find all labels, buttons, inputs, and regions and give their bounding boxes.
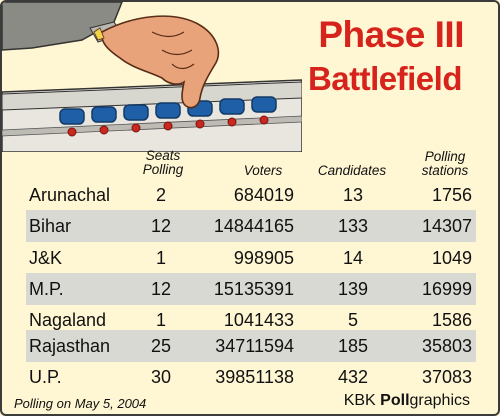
cell-polling-stations: 16999: [421, 279, 472, 299]
cell-polling-stations: 35803: [421, 336, 472, 356]
cell-polling-stations: 37083: [421, 367, 472, 387]
cell-polling-stations: 1586: [431, 310, 472, 330]
cell-state: Arunachal: [29, 185, 111, 205]
cell-seats: 30: [150, 367, 172, 387]
cell-candidates: 139: [337, 279, 369, 299]
cell-state: M.P.: [29, 279, 64, 299]
cell-candidates: 432: [337, 367, 369, 387]
table-row: Rajasthan 25 34711594 185 35803: [26, 330, 476, 362]
credit-prefix: KBK: [343, 392, 381, 409]
cell-seats: 2: [155, 185, 166, 205]
cell-voters: 998905: [233, 248, 294, 268]
cell-voters: 15135391: [213, 279, 294, 299]
polling-date-note: Polling on May 5, 2004: [14, 396, 147, 411]
cell-seats: 1: [155, 248, 166, 268]
cell-candidates: 185: [337, 336, 369, 356]
header-seats-polling: Seats Polling: [142, 148, 184, 177]
credit-suffix: graphics: [409, 392, 470, 409]
cell-state: Bihar: [29, 216, 72, 236]
cell-candidates: 133: [337, 216, 369, 236]
cell-polling-stations: 1049: [431, 248, 472, 268]
title-line-1: Phase III: [318, 14, 464, 55]
cell-state: U.P.: [29, 367, 62, 387]
table-row: Arunachal 2 684019 13 1756: [26, 179, 476, 211]
table-row: Nagaland 1 1041433 5 1586: [26, 304, 476, 336]
cell-polling-stations: 14307: [421, 216, 472, 236]
cell-voters: 684019: [233, 185, 294, 205]
table-row: J&K 1 998905 14 1049: [26, 242, 476, 274]
table-row: Bihar 12 14844165 133 14307: [26, 210, 476, 242]
table-row: U.P. 30 39851138 432 37083: [26, 361, 476, 393]
cell-voters: 34711594: [215, 336, 294, 356]
cell-voters: 1041433: [223, 310, 294, 330]
cell-voters: 39851138: [215, 367, 294, 387]
title-line-2: Battlefield: [307, 60, 463, 97]
graphics-credit: KBK Pollgraphics: [344, 392, 470, 410]
cell-seats: 1: [155, 310, 166, 330]
cell-state: J&K: [29, 248, 63, 268]
cell-seats: 25: [150, 336, 172, 356]
header-candidates: Candidates: [317, 163, 387, 178]
cell-polling-stations: 1756: [431, 185, 472, 205]
cell-candidates: 14: [342, 248, 364, 268]
voting-machine-illustration: [2, 2, 302, 152]
cell-state: Nagaland: [29, 310, 107, 330]
cell-candidates: 13: [342, 185, 364, 205]
cell-seats: 12: [150, 216, 172, 236]
table-row: M.P. 12 15135391 139 16999: [26, 273, 476, 305]
cell-candidates: 5: [347, 310, 358, 330]
header-polling-stations: Polling stations: [421, 149, 469, 178]
header-voters: Voters: [243, 163, 283, 178]
cell-state: Rajasthan: [29, 336, 111, 356]
credit-bold: Poll: [380, 392, 410, 409]
cell-voters: 14844165: [213, 216, 294, 236]
cell-seats: 12: [150, 279, 172, 299]
